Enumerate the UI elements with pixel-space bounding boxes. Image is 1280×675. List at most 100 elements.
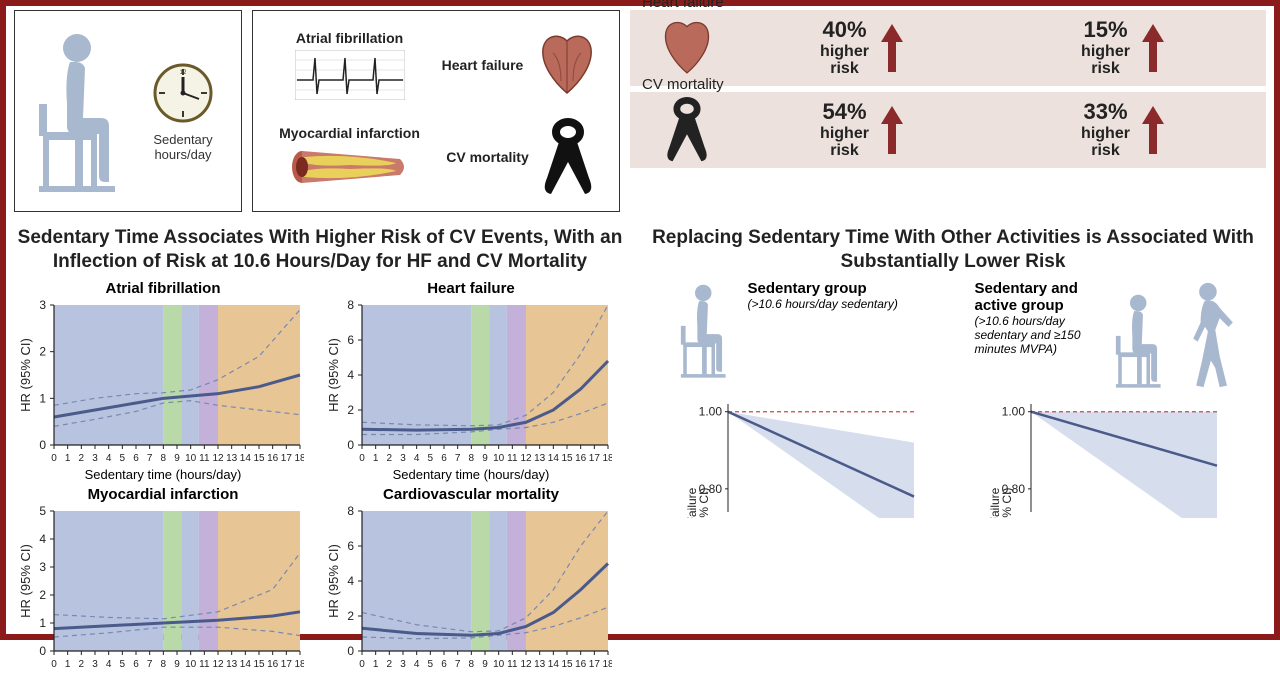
svg-text:18: 18: [602, 659, 612, 670]
svg-text:3: 3: [400, 453, 406, 464]
svg-text:7: 7: [455, 659, 461, 670]
up-arrow-icon: [879, 22, 905, 74]
hr-chart-svg: 024680123456789101112131415161718HR (95%…: [326, 299, 612, 469]
svg-text:12: 12: [520, 659, 532, 670]
svg-text:3: 3: [92, 453, 98, 464]
hr-chart-svg: 0123450123456789101112131415161718HR (95…: [18, 505, 304, 675]
risk-cell: 40%higherrisk: [732, 18, 993, 77]
svg-text:5: 5: [120, 659, 126, 670]
outcome-cvm: CV mortality: [436, 111, 609, 203]
svg-text:5% CI): 5% CI): [1000, 487, 1014, 517]
top-panels-row: 12 Sedentary hours/day Atrial fibrillati…: [14, 10, 1266, 212]
svg-text:11: 11: [507, 453, 518, 464]
svg-text:8: 8: [347, 299, 354, 312]
svg-text:8: 8: [469, 659, 475, 670]
svg-text:2: 2: [79, 659, 85, 670]
svg-text:2: 2: [39, 344, 46, 358]
svg-text:11: 11: [199, 453, 210, 464]
svg-text:9: 9: [174, 453, 180, 464]
mini-charts-row: 1.000.80Failure5% CI)1.000.80Failure5% C…: [640, 398, 1266, 518]
group-row: Sedentary group(>10.6 hours/day sedentar…: [640, 280, 1266, 390]
svg-text:6: 6: [133, 453, 139, 464]
svg-text:2: 2: [387, 453, 393, 464]
svg-text:10: 10: [185, 659, 197, 670]
svg-text:7: 7: [455, 453, 461, 464]
svg-text:18: 18: [602, 453, 612, 464]
svg-text:4: 4: [106, 659, 112, 670]
svg-text:12: 12: [520, 453, 532, 464]
svg-text:8: 8: [469, 453, 475, 464]
svg-text:2: 2: [347, 403, 354, 417]
outcomes-panel: Atrial fibrillation Heart failure Myocar…: [252, 10, 620, 212]
hr-chart: Heart failure024680123456789101112131415…: [326, 280, 616, 482]
ribbon-icon: [642, 97, 732, 163]
svg-text:HR (95% CI): HR (95% CI): [18, 338, 33, 412]
svg-text:15: 15: [561, 659, 573, 670]
svg-text:18: 18: [294, 453, 304, 464]
svg-text:16: 16: [575, 453, 587, 464]
left-charts-block: Sedentary Time Associates With Higher Ri…: [14, 212, 626, 675]
svg-text:5: 5: [120, 453, 126, 464]
svg-text:10: 10: [185, 453, 197, 464]
svg-text:0: 0: [359, 453, 365, 464]
svg-text:17: 17: [281, 453, 293, 464]
up-arrow-icon: [879, 104, 905, 156]
mid-row: Sedentary Time Associates With Higher Ri…: [14, 212, 1266, 675]
walking-person-icon: [1175, 280, 1235, 390]
svg-text:1.00: 1.00: [1001, 404, 1025, 418]
svg-text:6: 6: [441, 453, 447, 464]
right-block: Replacing Sedentary Time With Other Acti…: [640, 212, 1266, 675]
svg-text:11: 11: [507, 659, 518, 670]
group-text: Sedentary group(>10.6 hours/day sedentar…: [748, 280, 898, 311]
svg-text:14: 14: [548, 453, 560, 464]
svg-text:8: 8: [161, 453, 167, 464]
svg-text:8: 8: [161, 659, 167, 670]
svg-text:4: 4: [414, 659, 420, 670]
svg-text:16: 16: [267, 453, 279, 464]
svg-text:11: 11: [199, 659, 210, 670]
mini-chart: 1.000.80Failure5% CI): [985, 398, 1225, 518]
svg-text:1.00: 1.00: [698, 404, 722, 418]
ecg-icon: [295, 50, 405, 100]
svg-text:5: 5: [39, 505, 46, 518]
svg-text:8: 8: [347, 505, 354, 518]
risk-cell: 33%higherrisk: [993, 100, 1254, 159]
svg-text:3: 3: [39, 299, 46, 312]
up-arrow-icon: [1140, 22, 1166, 74]
sitting-person-icon: [1107, 290, 1173, 390]
svg-text:2: 2: [39, 588, 46, 602]
risk-panel: Heart failure40%higherrisk15%higherriskC…: [630, 10, 1266, 212]
sedentary-label: Sedentary hours/day: [135, 132, 231, 162]
heart-icon: [531, 29, 603, 101]
artery-icon: [290, 145, 410, 189]
chart-title: Heart failure: [326, 280, 616, 297]
hr-charts-grid: Atrial fibrillation012301234567891011121…: [14, 280, 626, 675]
hr-chart-svg: 024680123456789101112131415161718HR (95%…: [326, 505, 612, 675]
svg-text:12: 12: [180, 70, 187, 76]
risk-row-label: Heart failure: [642, 0, 724, 11]
svg-text:0: 0: [359, 659, 365, 670]
svg-text:4: 4: [106, 453, 112, 464]
svg-text:18: 18: [294, 659, 304, 670]
risk-cell: 15%higherrisk: [993, 18, 1254, 77]
svg-text:10: 10: [493, 659, 505, 670]
svg-text:5% CI): 5% CI): [697, 487, 711, 517]
svg-text:1: 1: [65, 453, 71, 464]
svg-text:0: 0: [39, 644, 46, 658]
svg-text:5: 5: [428, 659, 434, 670]
risk-row-label: CV mortality: [642, 76, 724, 93]
svg-text:13: 13: [226, 453, 238, 464]
svg-text:14: 14: [548, 659, 560, 670]
chart-title: Cardiovascular mortality: [326, 486, 616, 503]
svg-text:17: 17: [589, 453, 601, 464]
svg-text:4: 4: [347, 574, 354, 588]
svg-text:13: 13: [226, 659, 238, 670]
svg-text:6: 6: [133, 659, 139, 670]
svg-text:HR (95% CI): HR (95% CI): [326, 338, 341, 412]
hr-chart-svg: 01230123456789101112131415161718HR (95% …: [18, 299, 304, 469]
svg-text:5: 5: [428, 453, 434, 464]
chart-title: Atrial fibrillation: [18, 280, 308, 297]
svg-text:HR (95% CI): HR (95% CI): [326, 544, 341, 618]
svg-text:15: 15: [253, 659, 265, 670]
svg-text:6: 6: [441, 659, 447, 670]
